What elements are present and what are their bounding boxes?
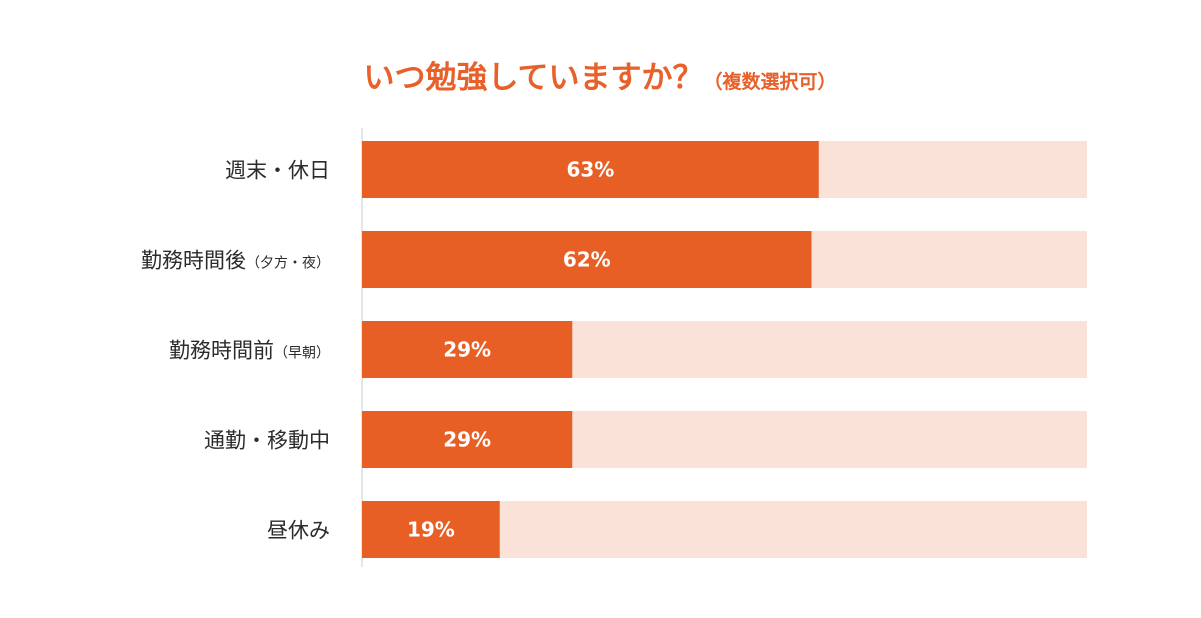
category-label-3: 通勤・移動中: [204, 429, 330, 453]
value-label-1: 62%: [563, 248, 611, 272]
bars-group: 63% 週末・休日 62% 勤務時間後（夕方・夜） 29% 勤務時間前（早朝） 29% 通勤・…: [141, 141, 1087, 558]
value-label-3: 29%: [443, 428, 491, 452]
bar-4: [362, 501, 500, 558]
category-sub-1: （夕方・夜）: [246, 256, 330, 272]
category-sub-2: （早朝）: [274, 346, 330, 362]
bar-1: [362, 231, 812, 288]
value-label-2: 29%: [443, 338, 491, 362]
category-main-2: 勤務時間前: [169, 339, 274, 363]
chart-title-main: いつ勉強していますか？: [363, 60, 703, 96]
category-label-2: 勤務時間前（早朝）: [169, 339, 330, 363]
category-main-1: 勤務時間後: [141, 249, 246, 273]
bar-0: [362, 141, 819, 198]
chart-title: いつ勉強していますか？（複数選択可）: [363, 60, 836, 96]
category-main-0: 週末・休日: [225, 159, 330, 183]
value-label-4: 19%: [407, 518, 455, 542]
category-label-0: 週末・休日: [225, 159, 330, 183]
bar-3: [362, 411, 573, 468]
category-label-4: 昼休み: [267, 519, 330, 543]
category-main-4: 昼休み: [267, 519, 330, 543]
chart-subtitle: （複数選択可）: [704, 70, 837, 93]
category-label-1: 勤務時間後（夕方・夜）: [141, 249, 330, 273]
bar-2: [362, 321, 573, 378]
category-main-3: 通勤・移動中: [204, 429, 330, 453]
value-label-0: 63%: [566, 158, 614, 182]
